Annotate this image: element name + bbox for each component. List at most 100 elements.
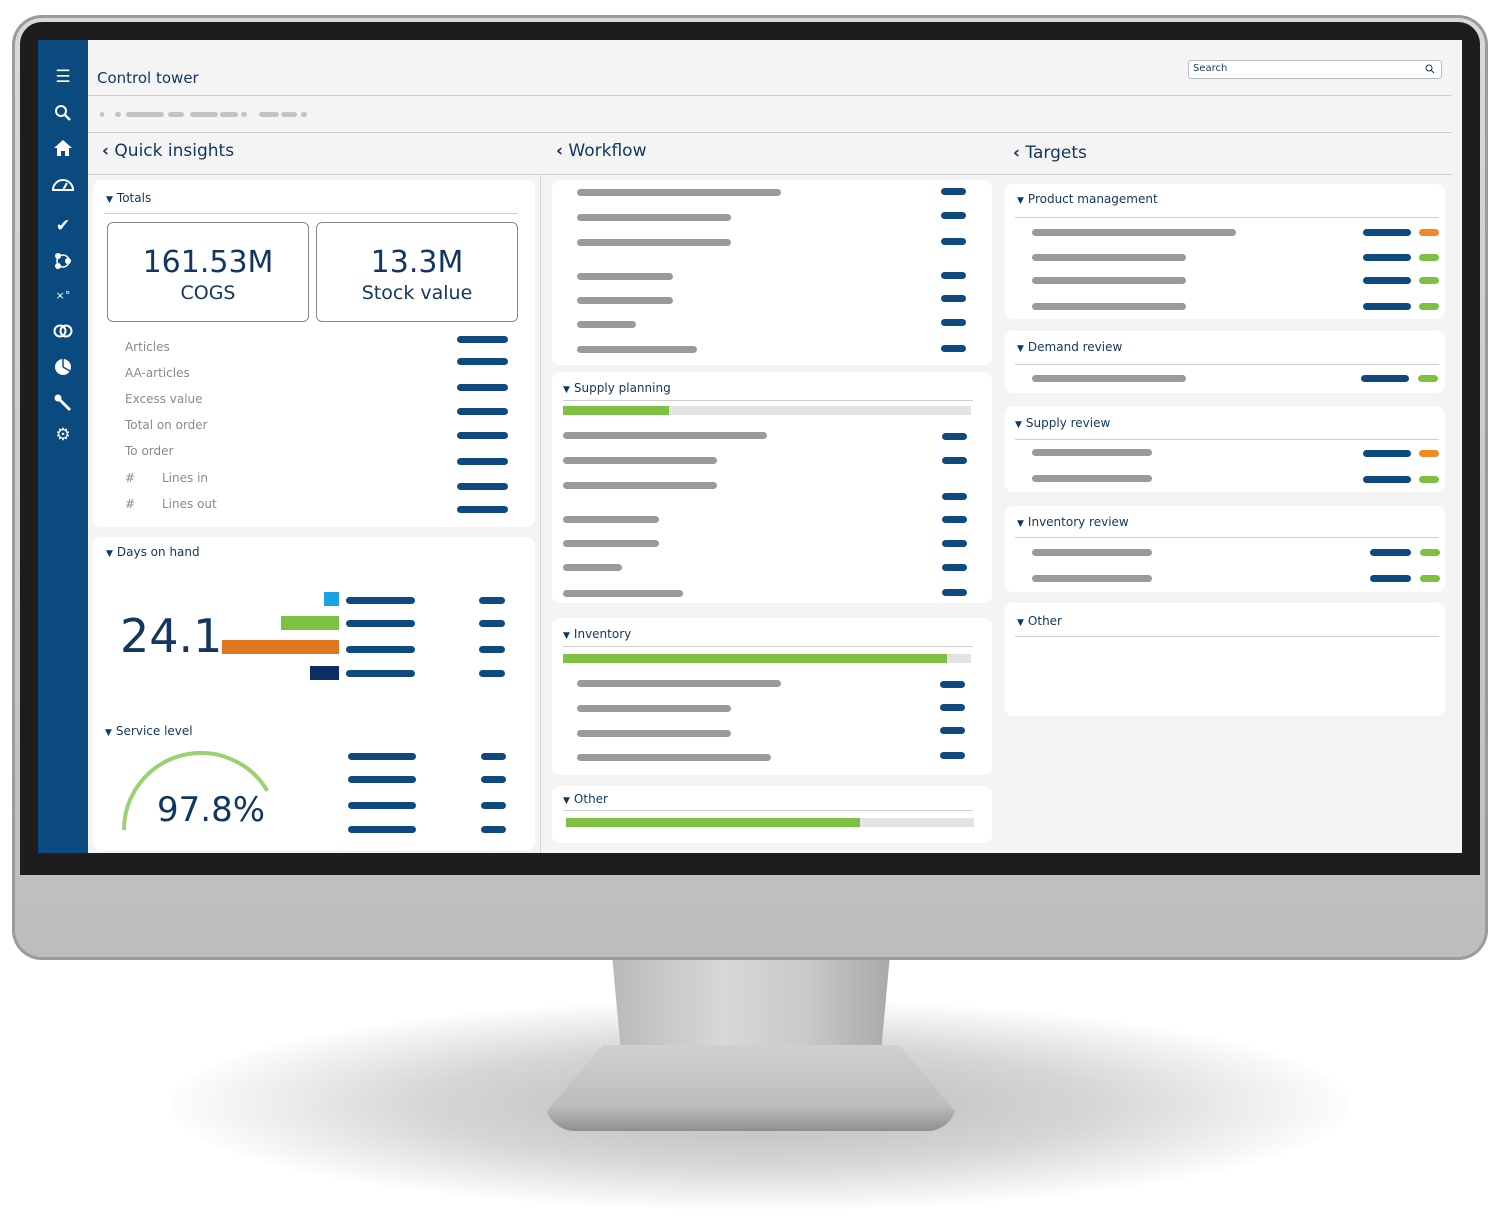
section-toggle-days-on-hand[interactable]: ▼ Days on hand: [106, 545, 200, 559]
column-divider: [540, 174, 541, 853]
monitor-base: [545, 1045, 957, 1131]
section-toggle-supply-planning[interactable]: ▼ Supply planning: [563, 381, 671, 395]
sidebar: ☰ ✔ ×° ⚙: [38, 40, 88, 853]
progress-bar-supply-planning: [563, 406, 971, 415]
placeholder-text-bar: [577, 214, 731, 221]
column-header-targets[interactable]: ‹ Targets: [1013, 143, 1087, 163]
section-toggle-totals[interactable]: ▼ Totals: [106, 191, 151, 205]
breadcrumb-item[interactable]: [168, 112, 184, 117]
chevron-down-icon: ▼: [563, 631, 570, 641]
breadcrumb-item[interactable]: [259, 112, 279, 117]
search-icon[interactable]: [1425, 64, 1435, 74]
breadcrumb-item[interactable]: [220, 112, 238, 117]
network-icon[interactable]: [51, 252, 75, 274]
placeholder-value-bar: [1363, 254, 1411, 261]
placeholder-value-bar: [481, 802, 506, 809]
dashboard-icon[interactable]: [51, 175, 75, 197]
days-on-hand-panel: [93, 537, 535, 850]
section-title: Days on hand: [116, 545, 200, 559]
section-toggle-product-management[interactable]: ▼ Product management: [1017, 192, 1158, 206]
placeholder-value-bar: [1419, 450, 1439, 457]
breadcrumb-item[interactable]: [301, 112, 307, 117]
placeholder-text-bar: [577, 239, 731, 246]
placeholder-text-bar: [563, 457, 717, 464]
placeholder-value-bar: [942, 457, 967, 464]
pie-chart-icon[interactable]: [51, 358, 75, 380]
placeholder-value-bar: [942, 433, 967, 440]
placeholder-text-bar: [577, 705, 731, 712]
days-on-hand-bar: [222, 640, 339, 654]
chevron-down-icon: ▼: [563, 796, 570, 806]
placeholder-text-bar: [577, 321, 636, 328]
placeholder-value-bar: [1361, 375, 1409, 382]
placeholder-text-bar: [577, 273, 673, 280]
kpi-card-cogs[interactable]: 161.53M COGS: [107, 222, 309, 322]
gauge-arc: [122, 751, 269, 831]
divider: [104, 213, 518, 214]
chevron-down-icon: ▼: [1015, 420, 1022, 430]
section-title: Service level: [115, 724, 193, 738]
breadcrumb-item[interactable]: [241, 112, 247, 117]
section-toggle-inventory[interactable]: ▼ Inventory: [563, 627, 631, 641]
section-title: Product management: [1027, 192, 1158, 206]
divider: [563, 400, 973, 401]
kpi-value: 13.3M: [370, 245, 464, 280]
section-toggle-service-level[interactable]: ▼ Service level: [105, 724, 193, 738]
placeholder-text-bar: [563, 590, 683, 597]
section-title: Supply planning: [573, 381, 671, 395]
column-header-quick-insights[interactable]: ‹ Quick insights: [102, 141, 234, 161]
search-placeholder: Search: [1193, 63, 1228, 74]
placeholder-value-bar: [346, 620, 415, 627]
placeholder-value-bar: [479, 620, 505, 627]
placeholder-text-bar: [563, 516, 659, 523]
placeholder-value-bar: [457, 358, 508, 365]
column-title: Targets: [1025, 143, 1087, 163]
placeholder-value-bar: [1363, 229, 1411, 236]
placeholder-value-bar: [479, 670, 505, 677]
row-label: AA-articles: [125, 366, 190, 380]
wrench-icon[interactable]: [51, 394, 75, 416]
kpi-card-stock-value[interactable]: 13.3M Stock value: [316, 222, 518, 322]
breadcrumb-item[interactable]: [190, 112, 218, 117]
divider: [1015, 364, 1439, 365]
home-icon[interactable]: [51, 139, 75, 161]
column-header-workflow[interactable]: ‹ Workflow: [556, 141, 646, 161]
placeholder-value-bar: [942, 540, 967, 547]
check-icon[interactable]: ✔: [55, 216, 71, 236]
row-label: Lines out: [162, 497, 217, 511]
placeholder-text-bar: [1032, 549, 1152, 556]
divider: [563, 646, 973, 647]
search-icon[interactable]: [51, 104, 75, 126]
breadcrumb-item[interactable]: [100, 112, 104, 117]
placeholder-value-bar: [1419, 229, 1439, 236]
hash-label: #: [125, 471, 136, 485]
menu-icon[interactable]: ☰: [55, 67, 71, 87]
row-label: Lines in: [162, 471, 209, 485]
search-input[interactable]: Search: [1188, 60, 1442, 79]
section-toggle-inventory-review[interactable]: ▼ Inventory review: [1017, 515, 1129, 529]
breadcrumb-item[interactable]: [126, 112, 164, 117]
days-on-hand-bar: [309, 666, 339, 680]
breadcrumb-item[interactable]: [281, 112, 297, 117]
divider: [88, 174, 1452, 175]
strategy-icon[interactable]: ×°: [55, 289, 71, 302]
progress-bar-other: [566, 818, 974, 827]
section-toggle-other-targets[interactable]: ▼ Other: [1017, 614, 1062, 628]
placeholder-value-bar: [942, 564, 967, 571]
section-toggle-demand-review[interactable]: ▼ Demand review: [1017, 340, 1122, 354]
placeholder-value-bar: [457, 384, 508, 391]
placeholder-value-bar: [1419, 476, 1439, 483]
other-targets-panel: [1005, 603, 1445, 716]
section-toggle-supply-review[interactable]: ▼ Supply review: [1015, 416, 1110, 430]
rings-icon[interactable]: [51, 322, 75, 344]
placeholder-value-bar: [1363, 476, 1411, 483]
placeholder-value-bar: [346, 670, 415, 677]
placeholder-value-bar: [481, 776, 506, 783]
placeholder-text-bar: [1032, 475, 1152, 482]
gear-icon[interactable]: ⚙: [55, 425, 71, 445]
placeholder-value-bar: [1363, 450, 1411, 457]
section-toggle-other[interactable]: ▼ Other: [563, 792, 608, 806]
breadcrumb-item[interactable]: [115, 112, 121, 117]
placeholder-value-bar: [481, 753, 506, 760]
divider: [1015, 636, 1439, 637]
